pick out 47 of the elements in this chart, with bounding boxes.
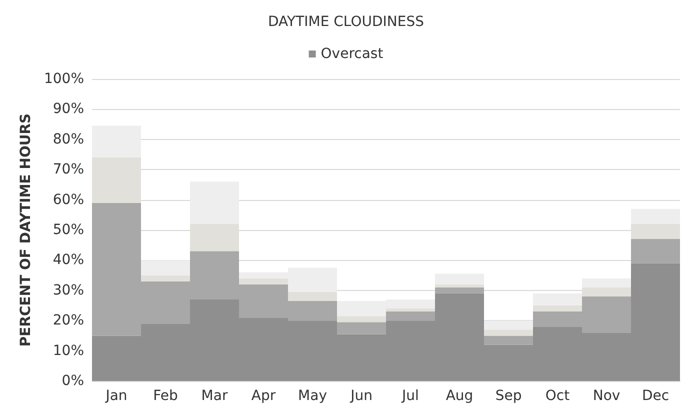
y-tick-label: 70% xyxy=(52,162,84,178)
x-tick-label: Jul xyxy=(401,388,419,404)
x-tick-label: Oct xyxy=(545,388,570,404)
y-tick-label: 30% xyxy=(52,282,84,298)
x-tick-label: Jan xyxy=(104,388,128,404)
y-tick-label: 40% xyxy=(52,252,84,268)
y-tick-label: 20% xyxy=(52,312,84,329)
legend-label: Overcast xyxy=(320,46,384,62)
bar xyxy=(190,182,239,224)
y-tick-label: 50% xyxy=(52,222,84,238)
y-tick-label: 100% xyxy=(44,71,84,87)
bar xyxy=(386,308,435,312)
y-tick-label: 80% xyxy=(52,131,84,148)
bar xyxy=(92,126,141,158)
bar xyxy=(337,316,386,322)
bar xyxy=(631,208,680,224)
bar xyxy=(435,287,484,294)
x-tick-label: Mar xyxy=(201,388,228,404)
bar xyxy=(484,330,533,336)
bar xyxy=(141,260,190,276)
bar xyxy=(435,284,484,288)
chart-title: DAYTIME CLOUDINESS xyxy=(268,14,424,30)
x-tick-label: Nov xyxy=(592,388,620,404)
x-tick-label: May xyxy=(298,388,327,404)
y-axis-title: PERCENT OF DAYTIME HOURS xyxy=(18,113,34,347)
bar xyxy=(533,306,582,312)
y-tick-label: 10% xyxy=(52,342,84,359)
bar xyxy=(288,292,337,301)
bar xyxy=(533,293,582,306)
bar xyxy=(484,320,533,330)
x-tick-label: Dec xyxy=(642,388,670,404)
bar xyxy=(337,322,386,334)
y-tick-label: 90% xyxy=(52,101,84,118)
x-tick-label: Aug xyxy=(446,388,474,404)
bar xyxy=(239,278,288,284)
y-tick-label: 0% xyxy=(62,373,84,389)
x-tick-label: Jun xyxy=(350,388,372,404)
x-tick-label: Sep xyxy=(495,388,522,404)
x-tick-label: Feb xyxy=(153,388,178,404)
bar xyxy=(386,312,435,321)
bar xyxy=(435,274,484,284)
bar xyxy=(141,275,190,282)
bar xyxy=(484,336,533,345)
x-tick-label: Apr xyxy=(251,388,276,404)
bar xyxy=(582,278,631,288)
y-tick-label: 60% xyxy=(52,192,84,208)
bar xyxy=(631,239,680,264)
